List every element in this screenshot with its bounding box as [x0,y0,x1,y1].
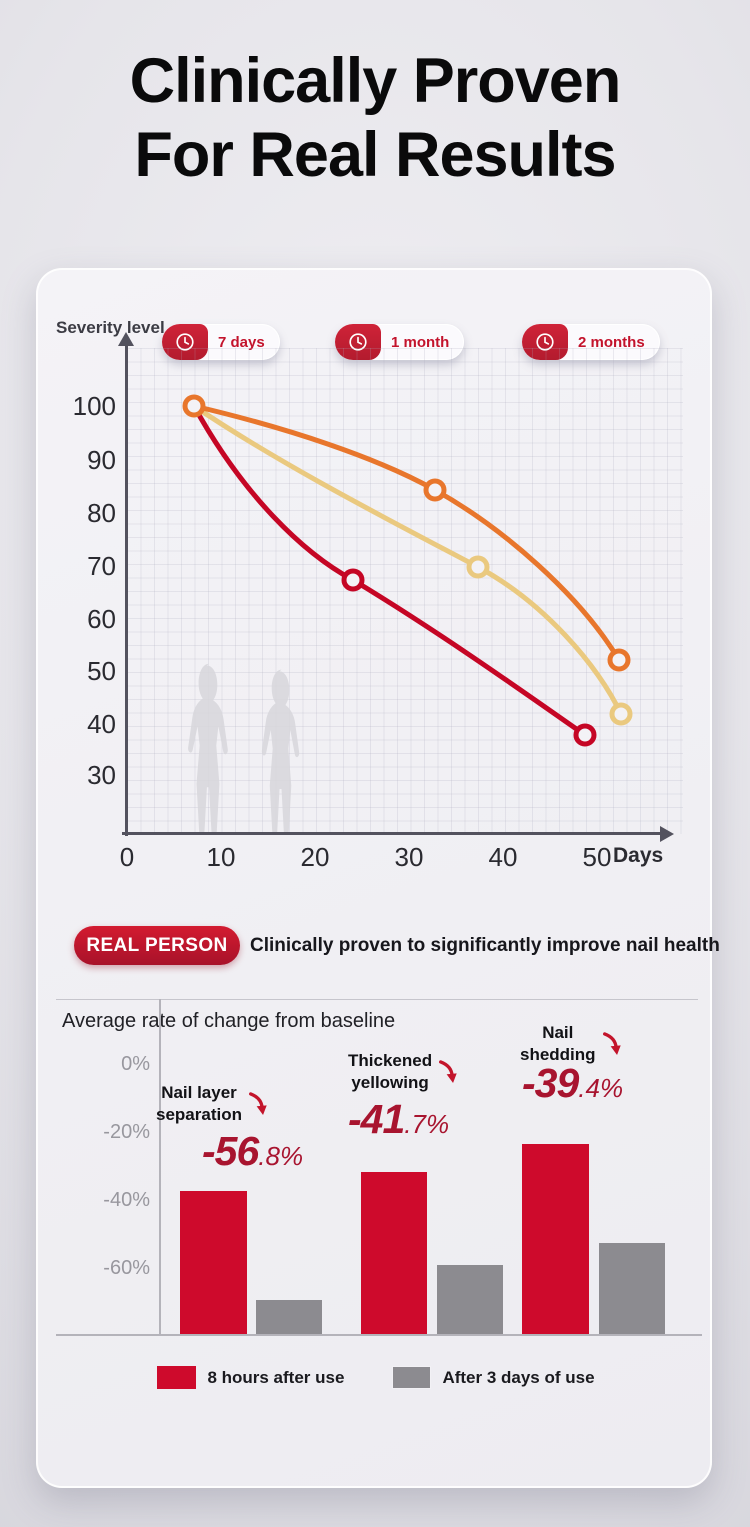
real-person-claim: Clinically proven to significantly impro… [250,935,720,956]
bar-gray-thickened-yellowing [437,1265,503,1334]
clock-icon [162,324,208,360]
annotation-label-line1: Nail [542,1023,574,1042]
value-main: -39 [522,1060,579,1106]
data-point-marker [609,702,633,726]
bar-baseline [56,1334,702,1336]
page-title: Clinically Proven For Real Results [0,44,750,192]
annotation-label-line2: yellowing [351,1073,429,1092]
y-tick: 60 [87,604,116,634]
red-swatch [157,1366,197,1389]
data-point-marker [182,394,206,418]
legend-item-3-days: After 3 days of use [392,1366,595,1389]
legend-chip-label: 7 days [218,333,265,351]
x-axis-line [122,832,662,835]
bar-y-axis-line [159,999,161,1334]
x-tick: 50 [582,842,612,872]
down-arrow-icon [602,1032,621,1055]
results-card: Severity level 7 days 1 month 2 months 1… [36,268,720,1488]
bar-y-tick: -60% [103,1257,150,1279]
y-axis-title: Severity level [56,318,165,337]
x-tick: 0 [119,842,135,872]
y-tick: 90 [87,445,116,475]
value-thickened-yellowing: -41.7% [348,1096,449,1143]
bar-y-tick: -20% [103,1121,150,1143]
clock-icon [335,324,381,360]
human-silhouette [188,663,228,835]
annotation-label-line2: separation [156,1105,242,1124]
value-main: -56 [202,1128,259,1174]
line-chart-curves [182,394,633,747]
gray-swatch [392,1366,432,1389]
value-nail-layer-separation: -56.8% [202,1128,303,1175]
y-tick: 30 [87,760,116,790]
y-axis-arrow [118,332,134,346]
annotation-label-line1: Thickened [348,1051,433,1070]
x-tick: 20 [300,842,330,872]
human-silhouette [261,669,300,835]
legend-chip-label: 1 month [391,333,450,351]
bar-gray-nail-layer-separation [256,1300,322,1334]
x-axis-title: Days [613,844,664,867]
annotation-nail-layer-separation: Nail layer separation [156,1082,269,1126]
y-tick: 40 [87,709,116,739]
data-point-marker [573,723,597,747]
x-tick: 10 [206,842,236,872]
legend-chip-label: 2 months [578,333,645,351]
value-main: -41 [348,1096,405,1142]
down-arrow-icon [439,1060,457,1083]
legend-chip-2-months: 2 months [522,324,660,360]
legend-item-8-hours: 8 hours after use [157,1366,344,1389]
x-axis-arrow [660,826,674,842]
data-point-marker [607,648,631,672]
section-divider [56,999,698,1000]
y-tick: 100 [72,391,116,421]
real-person-badge: REAL PERSON [74,926,240,965]
bar-gray-nail-shedding [599,1243,665,1334]
data-point-marker [341,568,365,592]
bar-red-thickened-yellowing [361,1172,427,1334]
bar-chart-legend: 8 hours after use After 3 days of use [38,1366,714,1389]
bar-red-nail-layer-separation [180,1191,247,1334]
page-title-line2: For Real Results [134,120,616,190]
y-tick: 70 [87,551,116,581]
series-line-red [191,403,588,738]
value-frac: .7% [404,1109,450,1139]
legend-chip-7-days: 7 days [162,324,280,360]
chart-gridlines [127,348,683,834]
legend-label: 8 hours after use [207,1367,345,1387]
bar-red-nail-shedding [522,1144,589,1334]
legend-label: After 3 days of use [442,1367,595,1387]
y-tick: 50 [87,656,116,686]
value-frac: .4% [578,1073,624,1103]
bar-y-tick: -40% [103,1189,150,1211]
annotation-thickened-yellowing: Thickened yellowing [348,1050,459,1094]
series-line-yellow [191,403,624,717]
legend-chip-1-month: 1 month [335,324,465,360]
down-arrow-icon [249,1092,267,1115]
x-tick: 40 [488,842,518,872]
clock-icon [522,324,568,360]
value-nail-shedding: -39.4% [522,1060,623,1107]
x-tick: 30 [394,842,424,872]
bar-chart-title: Average rate of change from baseline [62,1010,396,1032]
data-point-marker [466,555,490,579]
bar-y-tick: 0% [121,1053,150,1075]
y-axis-line [125,346,128,836]
annotation-label-line1: Nail layer [161,1083,237,1102]
y-tick: 80 [87,498,116,528]
annotation-label-line2: shedding [520,1045,596,1064]
value-frac: .8% [258,1141,304,1171]
page-title-line1: Clinically Proven [129,46,622,116]
annotation-nail-shedding: Nail shedding [520,1022,623,1066]
data-point-marker [423,478,447,502]
